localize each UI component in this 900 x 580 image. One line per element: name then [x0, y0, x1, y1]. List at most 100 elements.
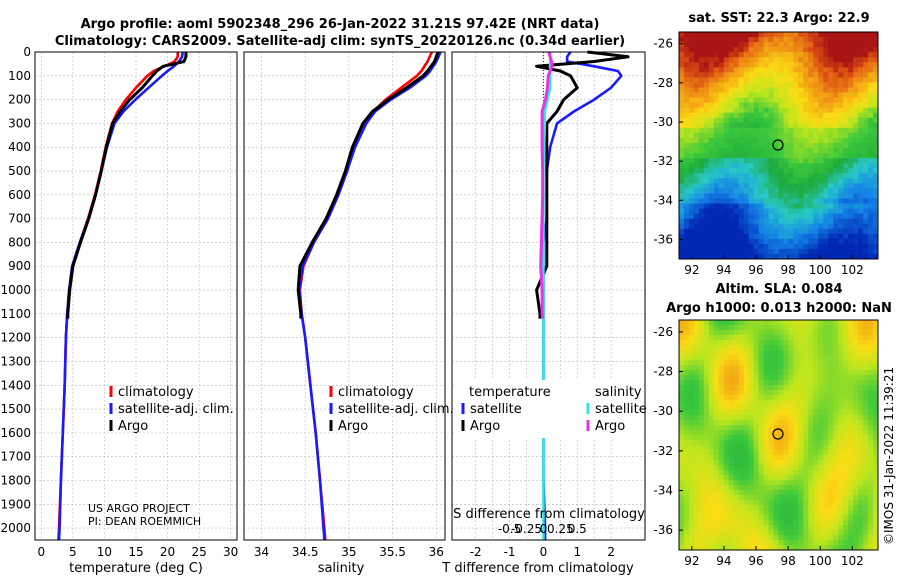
- sst-cell: [863, 67, 869, 73]
- sst-cell: [843, 42, 849, 48]
- sla-cell: [723, 540, 730, 546]
- sst-cell: [748, 52, 755, 58]
- sst-map-title: sat. SST: 22.3 Argo: 22.9: [688, 11, 869, 26]
- sla-cell: [843, 450, 849, 456]
- sla-cell: [813, 500, 819, 506]
- sst-cell: [723, 153, 730, 159]
- sla-cell: [793, 440, 799, 446]
- sst-cell: [768, 127, 774, 134]
- sla-cell: [823, 400, 829, 406]
- sst-cell: [798, 208, 804, 214]
- sla-cell: [679, 540, 685, 546]
- sst-cell: [828, 102, 834, 109]
- sla-cell: [818, 350, 824, 356]
- sst-cell: [718, 112, 725, 119]
- sla-cell: [788, 495, 794, 501]
- sla-cell: [728, 460, 735, 466]
- sla-cell: [823, 500, 829, 506]
- sla-cell: [763, 335, 769, 341]
- sla-cell: [768, 355, 774, 361]
- sla-cell: [793, 325, 799, 331]
- sst-cell: [758, 67, 764, 73]
- sla-cell: [758, 410, 764, 416]
- sst-cell: [688, 42, 695, 48]
- sst-cell: [833, 72, 839, 78]
- sla-cell: [713, 330, 720, 336]
- sla-cell: [758, 340, 764, 346]
- sla-cell: [793, 410, 799, 416]
- sla-cell: [833, 475, 839, 481]
- sla-cell: [828, 500, 834, 506]
- sla-cell: [848, 360, 854, 366]
- sst-cell: [823, 243, 829, 250]
- sla-cell: [788, 490, 794, 496]
- sla-cell: [853, 360, 859, 366]
- sst-cell: [693, 112, 700, 119]
- sla-cell: [773, 350, 779, 356]
- sla-cell: [713, 400, 720, 406]
- sst-cell: [773, 107, 779, 114]
- sla-cell: [783, 455, 789, 461]
- sla-cell: [733, 335, 740, 341]
- sst-cell: [818, 153, 824, 159]
- sla-cell: [813, 390, 819, 396]
- sla-cell: [783, 460, 789, 466]
- sst-cell: [838, 203, 844, 209]
- sst-cell: [818, 72, 824, 78]
- sla-cell: [723, 350, 730, 356]
- sla-cell: [783, 405, 789, 411]
- sst-cell: [718, 77, 725, 83]
- sst-cell: [768, 163, 774, 169]
- sla-cell: [728, 410, 735, 416]
- sla-cell: [713, 460, 720, 466]
- sst-cell: [818, 57, 824, 63]
- sla-cell: [693, 485, 700, 491]
- sst-cell: [733, 137, 740, 144]
- sla-cell: [738, 375, 745, 381]
- map-y-tick: -28: [653, 365, 673, 379]
- sla-cell: [683, 500, 690, 506]
- sla-cell: [708, 445, 715, 451]
- sla-cell: [738, 435, 745, 441]
- sst-cell: [773, 37, 779, 43]
- sla-cell: [773, 520, 779, 526]
- sst-cell: [813, 248, 819, 255]
- sst-cell: [743, 158, 750, 164]
- sla-cell: [798, 470, 804, 476]
- sst-cell: [758, 57, 764, 63]
- sla-cell: [708, 335, 715, 341]
- sla-cell: [858, 400, 864, 406]
- sla-cell: [848, 325, 854, 331]
- sst-cell: [778, 158, 784, 164]
- sst-cell: [798, 62, 804, 68]
- sla-cell: [773, 480, 779, 486]
- sst-cell: [798, 122, 804, 129]
- sst-cell: [748, 218, 755, 225]
- sst-cell: [798, 173, 804, 179]
- sla-cell: [743, 335, 750, 341]
- sla-cell: [753, 510, 760, 516]
- sla-cell: [788, 450, 794, 456]
- sst-cell: [679, 148, 685, 154]
- sla-cell: [723, 490, 730, 496]
- sst-cell: [868, 72, 874, 78]
- sst-cell: [748, 47, 755, 53]
- sla-cell: [873, 490, 879, 496]
- sla-cell: [718, 480, 725, 486]
- sla-cell: [823, 330, 829, 336]
- sla-cell: [758, 345, 764, 351]
- x-tick-label: 36: [429, 545, 444, 559]
- sla-cell: [679, 470, 685, 476]
- sst-cell: [803, 203, 809, 209]
- sla-cell: [843, 345, 849, 351]
- sla-cell: [698, 480, 705, 486]
- sla-cell: [683, 400, 690, 406]
- sst-cell: [793, 253, 799, 260]
- sst-cell: [753, 203, 760, 209]
- sla-cell: [708, 405, 715, 411]
- sst-cell: [683, 132, 690, 139]
- sla-cell: [808, 505, 814, 511]
- sst-cell: [733, 168, 740, 174]
- sst-cell: [798, 72, 804, 78]
- sla-cell: [863, 475, 869, 481]
